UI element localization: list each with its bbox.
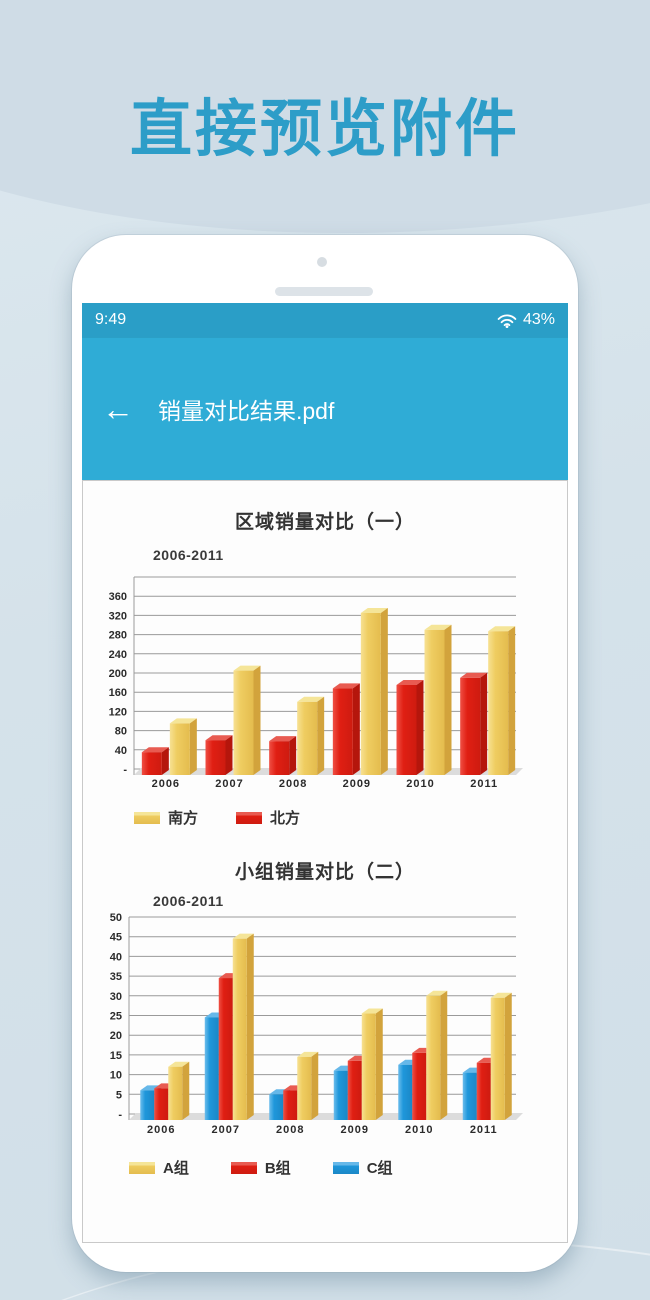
camera-icon xyxy=(317,257,327,267)
svg-text:2009: 2009 xyxy=(341,1124,369,1136)
status-time: 9:49 xyxy=(95,311,127,328)
legend-label: C组 xyxy=(366,1160,393,1177)
chart-1-canvas: 360 320 280 240 200 160 120 80 40 - 2006 2007 2008 20… xyxy=(83,571,569,808)
bar-chart-svg: 50 45 40 35 30 25 20 15 10 5 - 2006 2007 2008 2009 2010… xyxy=(110,912,523,1136)
svg-text:2008: 2008 xyxy=(276,1124,304,1136)
svg-text:2008: 2008 xyxy=(279,778,307,790)
legend-item: 北方 xyxy=(236,807,300,828)
page-title: 直接预览附件 xyxy=(129,95,520,164)
svg-text:280: 280 xyxy=(109,630,127,642)
svg-text:240: 240 xyxy=(109,649,127,661)
svg-text:2007: 2007 xyxy=(215,778,243,790)
back-button[interactable]: ← xyxy=(102,393,134,425)
svg-text:2007: 2007 xyxy=(212,1124,240,1136)
status-right-cluster: 43% xyxy=(497,311,555,329)
chart-1-legend: 南方 北方 xyxy=(134,807,300,828)
svg-text:2011: 2011 xyxy=(470,778,498,790)
legend-label: A组 xyxy=(163,1160,189,1177)
chart-2-legend: A组 B组 C组 xyxy=(129,1157,393,1178)
legend-swatch-blue-icon xyxy=(332,1161,359,1174)
svg-text:-: - xyxy=(123,764,127,776)
svg-text:20: 20 xyxy=(110,1030,122,1042)
status-bar: 9:49 43% xyxy=(82,303,568,337)
svg-text:80: 80 xyxy=(115,726,127,738)
svg-text:40: 40 xyxy=(110,951,122,963)
svg-text:10: 10 xyxy=(110,1070,122,1082)
bar-chart-svg: 360 320 280 240 200 160 120 80 40 - 2006 2007 2008 20… xyxy=(109,576,523,790)
app-header: ← 销量对比结果.pdf xyxy=(82,337,568,480)
legend-label: B组 xyxy=(264,1160,291,1177)
svg-text:45: 45 xyxy=(110,932,122,944)
svg-text:5: 5 xyxy=(116,1089,122,1101)
chart-1-title: 区域销量对比（一） xyxy=(234,512,415,533)
legend-item: A组 xyxy=(129,1157,189,1178)
svg-text:2010: 2010 xyxy=(405,1124,433,1136)
chart-2-title: 小组销量对比（二） xyxy=(234,862,415,883)
legend-item: 南方 xyxy=(134,807,198,828)
battery-percent: 43% xyxy=(522,311,555,328)
svg-text:200: 200 xyxy=(109,668,127,680)
legend-item: B组 xyxy=(230,1157,291,1178)
svg-text:2010: 2010 xyxy=(406,778,434,790)
svg-text:35: 35 xyxy=(110,971,122,983)
svg-text:15: 15 xyxy=(110,1050,122,1062)
svg-text:2011: 2011 xyxy=(470,1124,498,1136)
wifi-icon xyxy=(497,314,517,328)
svg-text:2006: 2006 xyxy=(147,1124,175,1136)
phone-screen: 9:49 43% ← 销量对比结果.pdf xyxy=(82,303,568,1243)
back-arrow-icon: ← xyxy=(102,391,134,427)
chart-2-subtitle: 2006-2011 xyxy=(153,893,224,909)
legend-swatch-red-icon xyxy=(236,811,263,824)
phone-frame: 9:49 43% ← 销量对比结果.pdf xyxy=(72,235,578,1272)
pdf-page-view[interactable]: 区域销量对比（一） 2006-2011 360 320 280 240 200 160 12… xyxy=(82,480,568,1243)
svg-text:320: 320 xyxy=(109,610,127,622)
svg-text:360: 360 xyxy=(109,591,127,603)
svg-text:-: - xyxy=(118,1109,122,1121)
svg-text:25: 25 xyxy=(110,1011,122,1023)
svg-text:40: 40 xyxy=(115,745,127,757)
document-title: 销量对比结果.pdf xyxy=(158,398,335,424)
legend-item: C组 xyxy=(332,1157,393,1178)
legend-label: 南方 xyxy=(168,810,199,827)
legend-swatch-yellow-icon xyxy=(134,811,160,824)
svg-text:2006: 2006 xyxy=(152,778,180,790)
legend-swatch-red-icon xyxy=(230,1161,257,1174)
svg-text:160: 160 xyxy=(109,687,127,699)
legend-swatch-yellow-icon xyxy=(129,1161,155,1174)
chart-2-canvas: 50 45 40 35 30 25 20 15 10 5 - 2006 2007 2008 2009 2010… xyxy=(83,911,569,1156)
legend-label: 北方 xyxy=(270,810,301,827)
svg-text:120: 120 xyxy=(109,706,127,718)
earpiece-speaker-icon xyxy=(275,287,373,296)
svg-text:2009: 2009 xyxy=(343,778,371,790)
svg-text:50: 50 xyxy=(110,912,122,924)
chart-1-subtitle: 2006-2011 xyxy=(153,547,224,563)
svg-text:30: 30 xyxy=(110,991,122,1003)
